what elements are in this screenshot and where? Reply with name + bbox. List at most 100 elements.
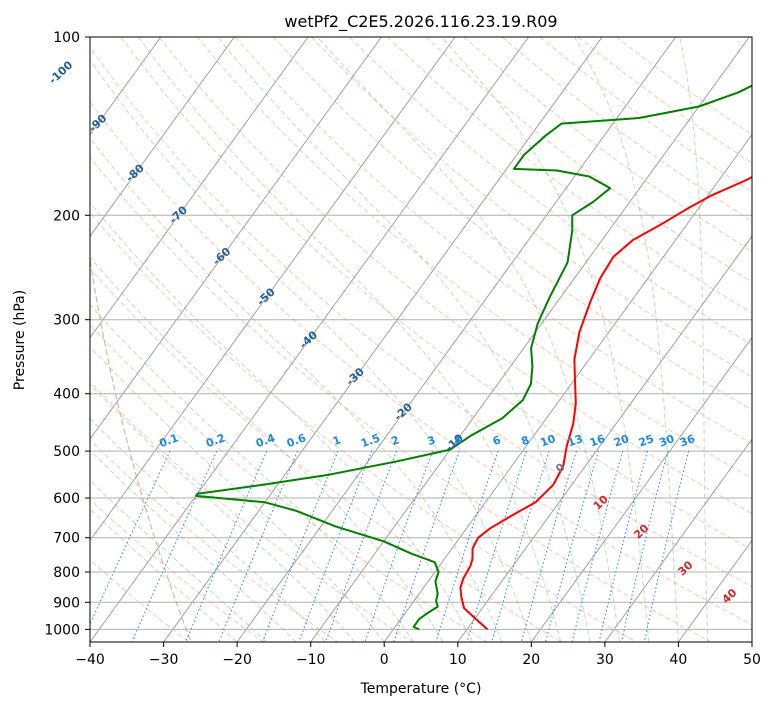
mixing-ratio-label: 20 — [612, 432, 631, 450]
reference-curve — [90, 255, 192, 642]
dry-adiabat — [90, 156, 712, 642]
moist-adiabat — [90, 304, 415, 642]
moist-adiabat — [90, 59, 532, 642]
axis-ticks: −40 −30 −20 −10 0 10 20 30 40 5010020030040050060… — [44, 30, 761, 668]
mixing-ratio-line — [598, 450, 648, 642]
moist-adiabat — [90, 256, 444, 642]
dry-adiabat — [90, 498, 265, 642]
y-tick-label: 700 — [53, 531, 80, 547]
isotherm-label: -40 — [297, 328, 321, 351]
mixing-ratio-label: 36 — [678, 432, 697, 450]
mixing-ratio-label: 0.2 — [204, 431, 227, 450]
isotherm-label: -100 — [46, 58, 75, 87]
isotherm — [751, 641, 752, 642]
mixing-ratio-line — [643, 450, 690, 642]
y-tick-label: 1000 — [44, 622, 80, 638]
temperature-line — [459, 176, 752, 631]
isotherm-label: -80 — [123, 161, 147, 184]
mixing-ratio-label: 1.5 — [359, 431, 382, 450]
isotherm — [163, 37, 603, 642]
moist-adiabat — [90, 201, 473, 642]
mixing-ratio-label: 30 — [657, 432, 676, 450]
y-tick-label: 500 — [53, 444, 80, 460]
mixing-ratio-line — [364, 450, 434, 642]
isotherm-label: -20 — [392, 400, 416, 423]
moist-adiabat — [90, 449, 297, 642]
x-tick-label: −30 — [149, 652, 179, 668]
moist-adiabat — [90, 417, 326, 642]
mixing-ratio-line — [298, 450, 373, 642]
isotherm-label: -70 — [167, 203, 191, 226]
moist-adiabat — [90, 508, 238, 642]
dewpoint-line — [195, 84, 752, 631]
isotherm — [236, 37, 677, 642]
isotherm — [90, 37, 529, 642]
mixing-ratio-label: 25 — [637, 432, 656, 449]
dry-adiabat — [90, 267, 563, 642]
mixing-ratio-label: 16 — [588, 432, 607, 450]
mixing-ratio-label: 6 — [491, 433, 503, 448]
isotherm — [457, 235, 752, 642]
moist-adiabat — [90, 345, 385, 642]
isotherm — [383, 133, 752, 642]
moist-adiabat — [217, 37, 591, 642]
x-tick-label: 20 — [522, 652, 540, 668]
y-tick-label: 600 — [53, 491, 80, 507]
mixing-ratio-label: 0.6 — [285, 431, 308, 450]
mixing-ratio-line — [218, 450, 298, 642]
mixing-ratio-line — [185, 450, 268, 642]
moist-adiabat — [138, 37, 562, 642]
dry-adiabat — [539, 37, 752, 193]
x-axis-label: Temperature (°C) — [360, 681, 482, 697]
mixing-ratio-label: 13 — [566, 432, 585, 449]
mixing-ratio-label: 2 — [389, 433, 401, 448]
mixing-ratio-line — [466, 450, 527, 642]
mixing-ratio-label: 8 — [519, 433, 531, 448]
isotherm — [310, 37, 750, 642]
isotherm — [90, 37, 382, 440]
mixing-ratio-line — [621, 450, 669, 642]
dry-adiabat — [90, 46, 752, 588]
x-tick-label: 10 — [449, 652, 467, 668]
isotherm-label: -60 — [210, 245, 234, 268]
line-value-label: 20 — [631, 522, 651, 542]
dry-adiabat — [463, 37, 752, 252]
mixing-ratio-label: 3 — [426, 433, 438, 448]
moist-adiabat — [90, 479, 267, 642]
plot-background — [90, 37, 752, 642]
mixing-ratio-label: 0.1 — [157, 431, 180, 450]
mixing-ratio-label: 1 — [331, 433, 343, 448]
line-value-label: 0 — [553, 461, 568, 476]
line-value-label: 40 — [720, 586, 740, 606]
mixing-ratio-line — [491, 450, 550, 642]
x-tick-label: −20 — [222, 652, 252, 668]
mixing-ratio-line — [545, 450, 600, 642]
y-tick-label: 200 — [53, 208, 80, 224]
y-tick-label: 800 — [53, 565, 80, 581]
moist-adiabat — [90, 383, 356, 642]
line-value-label: 30 — [675, 558, 695, 578]
dry-adiabat — [120, 37, 752, 551]
mixing-ratio-line — [325, 450, 397, 642]
profile-lines — [195, 84, 752, 631]
y-tick-label: 300 — [53, 313, 80, 329]
x-tick-label: −10 — [296, 652, 326, 668]
isotherm-label: -50 — [254, 285, 278, 308]
x-tick-label: 30 — [596, 652, 614, 668]
mixing-ratio-line — [435, 450, 499, 642]
mixing-ratio-label: 4 — [452, 433, 464, 448]
mixing-ratio-line — [520, 450, 577, 642]
isotherm-label: -30 — [344, 365, 368, 388]
dry-adiabat — [90, 324, 488, 642]
moist-adiabat — [317, 37, 621, 642]
moist-adiabat — [574, 37, 679, 642]
mixing-ratio-line — [90, 450, 171, 626]
x-tick-label: 50 — [743, 652, 761, 668]
x-tick-label: 0 — [380, 652, 389, 668]
moist-adiabat — [90, 136, 503, 642]
y-tick-label: 400 — [53, 387, 80, 403]
moist-adiabat — [679, 37, 709, 642]
mixing-ratio-label: 10 — [539, 432, 558, 450]
mixing-ratio-line — [393, 450, 460, 642]
isotherm — [604, 438, 752, 642]
